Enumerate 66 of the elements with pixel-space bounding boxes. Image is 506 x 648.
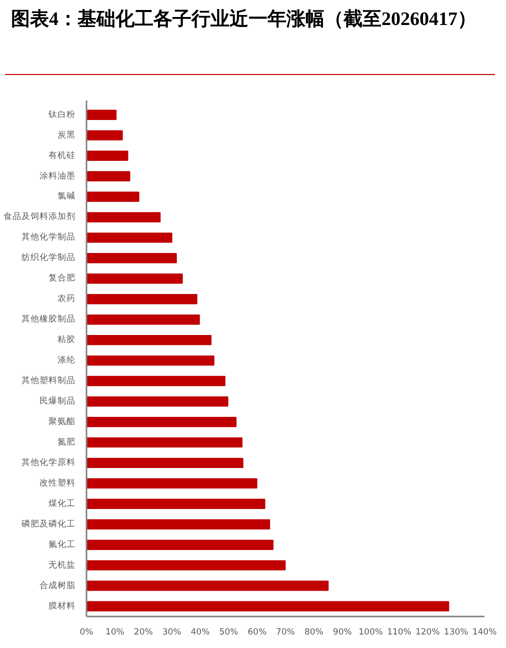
y-tick-label: 磷肥及磷化工 bbox=[20, 518, 76, 530]
y-tick-label: 纺织化学制品 bbox=[22, 252, 76, 264]
y-tick-label: 改性塑料 bbox=[40, 477, 76, 488]
x-tick-label: 60% bbox=[248, 628, 267, 638]
bar bbox=[86, 355, 214, 366]
bar bbox=[86, 232, 172, 243]
x-tick-label: 20% bbox=[134, 628, 153, 638]
y-tick-label: 膜材料 bbox=[48, 600, 76, 612]
bar bbox=[86, 498, 266, 509]
x-tick-label: 130% bbox=[444, 628, 468, 638]
y-tick-label: 有机硅 bbox=[48, 150, 76, 161]
bar bbox=[86, 478, 258, 489]
y-tick-label: 其他橡胶制品 bbox=[22, 314, 76, 325]
y-tick-label: 农药 bbox=[58, 293, 76, 304]
y-tick-label: 氮肥 bbox=[58, 436, 76, 448]
y-tick-label: 其他塑料制品 bbox=[22, 375, 76, 386]
bar bbox=[86, 314, 200, 325]
bar bbox=[86, 150, 128, 161]
bar bbox=[86, 416, 237, 428]
y-tick-label: 民爆制品 bbox=[40, 396, 76, 406]
bar bbox=[86, 519, 270, 530]
y-tick-label: 粘胶 bbox=[58, 334, 76, 346]
x-tick-label: 10% bbox=[105, 628, 124, 638]
x-tick-label: 70% bbox=[276, 628, 295, 638]
y-tick-label: 其他化学原料 bbox=[22, 456, 76, 468]
x-tick-label: 100% bbox=[358, 628, 383, 638]
bar bbox=[86, 437, 243, 448]
y-tick-label: 其他化学制品 bbox=[22, 232, 76, 243]
y-tick-label: 涤纶 bbox=[58, 354, 76, 366]
x-tick-label: 120% bbox=[415, 628, 440, 638]
chart-title: 图表4：基础化工各子行业近一年涨幅（截至20260417） bbox=[11, 8, 476, 32]
bar bbox=[86, 130, 123, 140]
x-tick-label: 90% bbox=[332, 628, 352, 638]
y-tick-label: 钛白粉 bbox=[48, 108, 76, 120]
y-tick-label: 氯碱 bbox=[58, 190, 76, 202]
y-tick-label: 无机盐 bbox=[48, 559, 76, 570]
bar bbox=[86, 253, 177, 264]
bar bbox=[86, 212, 161, 222]
y-tick-label: 涂料油墨 bbox=[40, 170, 76, 182]
y-tick-label: 食品及饲料添加剂 bbox=[4, 211, 76, 222]
bar bbox=[86, 110, 117, 120]
bar bbox=[86, 396, 228, 407]
bar bbox=[86, 540, 274, 550]
x-tick-label: 140% bbox=[472, 628, 497, 638]
x-tick-label: 110% bbox=[387, 628, 412, 638]
y-tick-label: 炭黑 bbox=[58, 129, 76, 140]
bar bbox=[86, 601, 450, 612]
y-tick-label: 聚氨酯 bbox=[48, 416, 76, 427]
y-tick-label: 合成树脂 bbox=[40, 580, 76, 591]
bar bbox=[86, 192, 140, 202]
x-tick-label: 40% bbox=[190, 628, 210, 638]
x-tick-label: 80% bbox=[304, 628, 324, 638]
bar bbox=[86, 376, 226, 386]
bar bbox=[86, 580, 329, 591]
x-tick-label: 0% bbox=[80, 628, 94, 638]
x-tick-label: 30% bbox=[162, 628, 182, 638]
bar bbox=[86, 458, 244, 468]
y-tick-label: 煤化工 bbox=[48, 498, 76, 509]
bar bbox=[86, 334, 212, 346]
x-tick-label: 50% bbox=[219, 628, 238, 638]
y-tick-label: 复合肥 bbox=[48, 272, 76, 284]
bar bbox=[86, 560, 286, 570]
y-tick-label: 氟化工 bbox=[48, 538, 76, 550]
bar bbox=[86, 171, 130, 182]
bar bbox=[86, 274, 183, 284]
bar bbox=[86, 294, 198, 304]
